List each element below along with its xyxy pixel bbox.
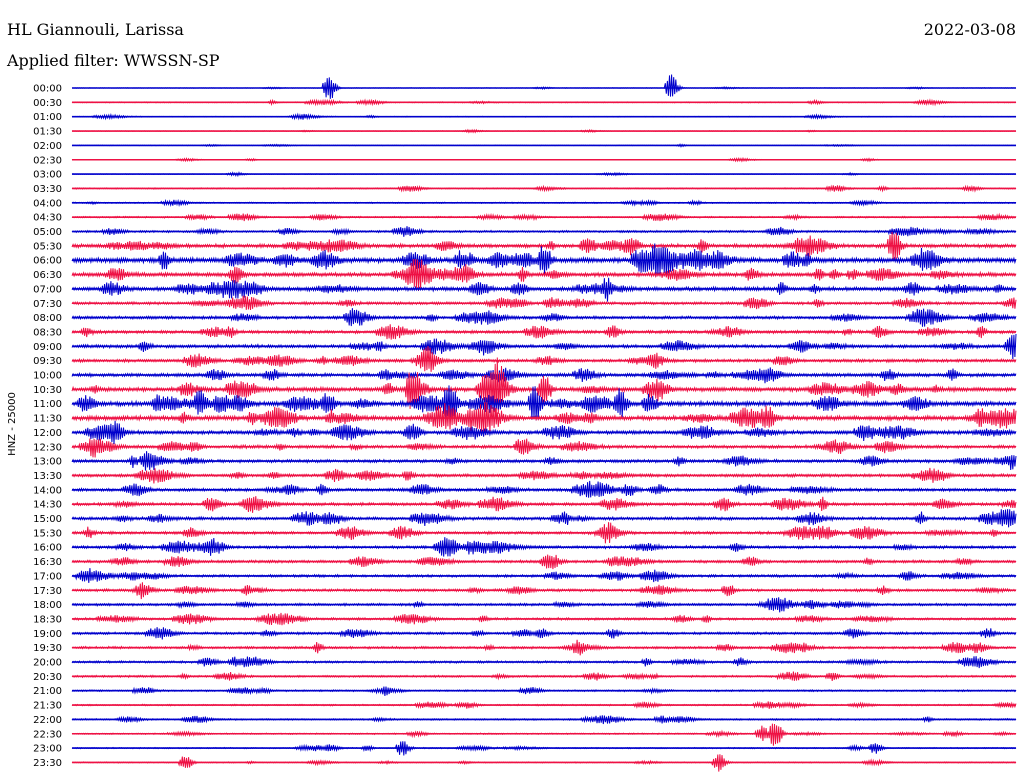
tick-label-2230: 22:30 [33, 729, 62, 740]
tick-label-0630: 06:30 [33, 270, 62, 281]
tick-label-0530: 05:30 [33, 241, 62, 252]
tick-label-0900: 09:00 [33, 342, 62, 353]
tick-label-1800: 18:00 [33, 600, 62, 611]
tick-label-1630: 16:30 [33, 557, 62, 568]
tick-label-1730: 17:30 [33, 586, 62, 597]
tick-label-1430: 14:30 [33, 500, 62, 511]
tick-label-2300: 23:00 [33, 744, 62, 755]
tick-label-1200: 12:00 [33, 428, 62, 439]
tick-label-1930: 19:30 [33, 643, 62, 654]
tick-label-0230: 02:30 [33, 155, 62, 166]
tick-label-2130: 21:30 [33, 701, 62, 712]
station-title: HL Giannouli, Larissa [7, 20, 184, 39]
tick-label-1030: 10:30 [33, 385, 62, 396]
trace-0930 [71, 346, 1017, 372]
trace-1030 [71, 357, 1017, 418]
tick-label-0000: 00:00 [33, 84, 62, 95]
tick-label-1000: 10:00 [33, 371, 62, 382]
tick-label-1130: 11:30 [33, 414, 62, 425]
tick-label-0830: 08:30 [33, 327, 62, 338]
tick-label-2200: 22:00 [33, 715, 62, 726]
tick-label-1600: 16:00 [33, 543, 62, 554]
tick-label-0800: 08:00 [33, 313, 62, 324]
tick-label-1400: 14:00 [33, 485, 62, 496]
seismic-traces [71, 74, 1017, 772]
tick-label-2000: 20:00 [33, 658, 62, 669]
tick-label-0330: 03:30 [33, 184, 62, 195]
time-tick-labels: 00:00 00:30 01:00 01:30 02:00 02:30 03:00 03:30… [33, 84, 62, 769]
date-label: 2022-03-08 [923, 20, 1016, 39]
tick-label-0200: 02:00 [33, 141, 62, 152]
tick-label-0300: 03:00 [33, 170, 62, 181]
tick-label-0130: 01:30 [33, 127, 62, 138]
tick-label-1530: 15:30 [33, 528, 62, 539]
trace-2230 [71, 723, 1017, 746]
tick-label-0500: 05:00 [33, 227, 62, 238]
trace-0700 [71, 277, 1017, 302]
tick-label-2330: 23:30 [33, 758, 62, 769]
tick-label-1500: 15:00 [33, 514, 62, 525]
trace-1230 [71, 438, 1017, 458]
tick-label-0930: 09:30 [33, 356, 62, 367]
tick-label-2030: 20:30 [33, 672, 62, 683]
tick-label-1100: 11:00 [33, 399, 62, 410]
tick-label-0430: 04:30 [33, 213, 62, 224]
filter-label: Applied filter: WWSSN-SP [7, 51, 220, 70]
tick-label-1330: 13:30 [33, 471, 62, 482]
trace-0600 [71, 243, 1017, 277]
tick-label-0100: 01:00 [33, 112, 62, 123]
tick-label-1700: 17:00 [33, 571, 62, 582]
tick-label-0730: 07:30 [33, 299, 62, 310]
y-axis-label: HNZ - 25000 [7, 392, 18, 456]
tick-label-2100: 21:00 [33, 686, 62, 697]
tick-label-0600: 06:00 [33, 256, 62, 267]
tick-label-0700: 07:00 [33, 284, 62, 295]
tick-label-1830: 18:30 [33, 614, 62, 625]
tick-label-0030: 00:30 [33, 98, 62, 109]
tick-label-1230: 12:30 [33, 442, 62, 453]
tick-label-0400: 04:00 [33, 198, 62, 209]
trace-0000 [71, 74, 1017, 99]
tick-label-1300: 13:00 [33, 457, 62, 468]
tick-label-1900: 19:00 [33, 629, 62, 640]
